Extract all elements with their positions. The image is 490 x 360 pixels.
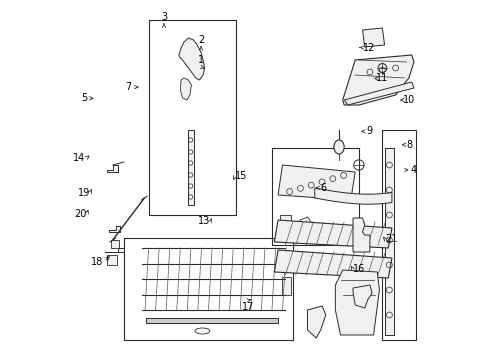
Polygon shape [344, 82, 414, 105]
Polygon shape [109, 226, 120, 232]
Bar [282, 277, 291, 295]
Text: 9: 9 [366, 126, 372, 136]
Polygon shape [274, 250, 392, 278]
Text: 11: 11 [376, 73, 389, 84]
Text: 3: 3 [161, 12, 167, 22]
Polygon shape [335, 270, 379, 335]
Ellipse shape [334, 140, 344, 154]
Polygon shape [105, 248, 124, 252]
Text: 13: 13 [197, 216, 210, 226]
Polygon shape [353, 285, 372, 308]
Text: 20: 20 [74, 209, 86, 219]
Polygon shape [343, 55, 414, 105]
Bar [111, 240, 120, 248]
Bar [146, 318, 278, 323]
Bar [149, 20, 236, 215]
Polygon shape [280, 215, 291, 225]
Polygon shape [315, 188, 392, 204]
Text: 16: 16 [353, 264, 366, 274]
Bar [124, 238, 293, 340]
Bar [272, 148, 359, 245]
Text: 18: 18 [91, 257, 103, 267]
Text: 19: 19 [77, 188, 90, 198]
Text: 8: 8 [407, 140, 413, 150]
Polygon shape [179, 38, 205, 80]
Text: 12: 12 [363, 42, 375, 53]
Text: 15: 15 [235, 171, 247, 181]
Polygon shape [307, 306, 326, 338]
Text: 17: 17 [242, 302, 254, 312]
Text: 21: 21 [386, 234, 398, 244]
Bar [385, 148, 394, 335]
Text: 14: 14 [74, 153, 86, 163]
Text: 4: 4 [411, 165, 416, 175]
Polygon shape [180, 78, 192, 100]
Bar [188, 130, 194, 205]
Text: 7: 7 [125, 82, 131, 92]
Bar [382, 130, 416, 340]
Text: 1: 1 [198, 55, 204, 66]
Polygon shape [274, 220, 392, 248]
Polygon shape [353, 218, 370, 252]
Text: 5: 5 [82, 93, 88, 103]
Polygon shape [363, 28, 385, 47]
Polygon shape [293, 232, 300, 240]
Bar [107, 255, 117, 265]
Polygon shape [107, 165, 118, 172]
Text: 2: 2 [198, 35, 204, 45]
Polygon shape [300, 217, 311, 232]
Text: 10: 10 [403, 95, 415, 105]
Text: 6: 6 [320, 183, 326, 193]
Polygon shape [278, 165, 355, 200]
